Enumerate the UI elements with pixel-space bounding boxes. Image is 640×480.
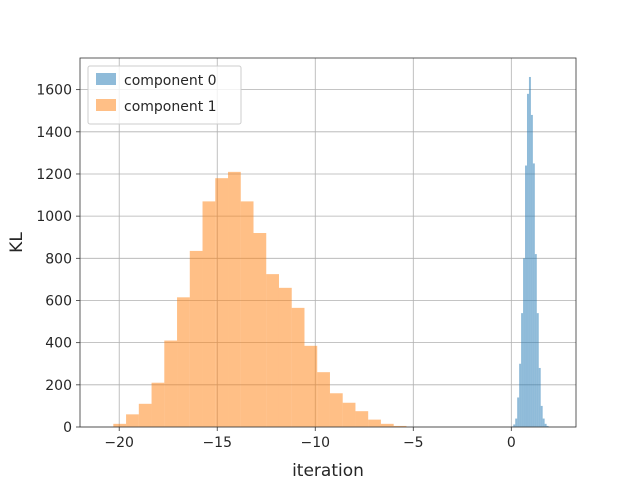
y-tick-label: 0 — [63, 420, 72, 436]
histogram-bar-component-1 — [266, 274, 279, 427]
histogram-bar-component-0 — [538, 367, 541, 427]
x-tick-label: 0 — [507, 435, 516, 451]
histogram-bar-component-1 — [164, 340, 178, 427]
histogram-bar-component-1 — [253, 233, 267, 427]
y-tick-label: 1400 — [36, 125, 72, 141]
legend-label-component-1: component 1 — [124, 99, 217, 115]
histogram-bar-component-1 — [329, 393, 343, 427]
histogram-bar-component-0 — [519, 363, 522, 427]
histogram-bar-component-1 — [393, 425, 407, 427]
y-tick-label: 600 — [45, 293, 72, 309]
histogram-bar-component-1 — [355, 411, 369, 427]
histogram-bar-component-1 — [177, 297, 190, 427]
axis-ticks: −20 −15 −10 −5 0 0 200 400 600 800 1000 1200 1400 160… — [36, 83, 515, 451]
histogram-bar-component-0 — [513, 424, 516, 427]
legend-box — [87, 65, 242, 125]
histogram-bar-component-1 — [138, 403, 152, 427]
histogram-bar-component-1 — [304, 345, 318, 427]
histogram-bar-component-0 — [546, 425, 549, 427]
histogram-bar-component-0 — [532, 163, 535, 427]
histogram-bar-component-1 — [189, 250, 203, 427]
histogram-bar-component-0 — [530, 114, 533, 427]
histogram-bar-component-1 — [380, 423, 394, 427]
histogram-bar-component-0 — [540, 405, 543, 427]
x-tick-label: −20 — [104, 435, 134, 451]
x-axis-label: iteration — [292, 461, 364, 480]
histogram-bar-component-1 — [202, 201, 216, 427]
histogram-bar-component-0 — [526, 93, 529, 428]
histogram-bar-component-1 — [113, 423, 127, 427]
x-tick-label: −5 — [403, 435, 424, 451]
histogram-bar-component-0 — [534, 254, 537, 427]
histogram-bar-component-0 — [525, 165, 527, 427]
histogram-bar-component-0 — [521, 313, 524, 427]
histogram-bar-component-1 — [215, 178, 229, 427]
x-tick-label: −15 — [202, 435, 232, 451]
histogram-bar-component-0 — [523, 258, 526, 427]
y-tick-label: 800 — [45, 251, 72, 267]
histogram-bar-component-0 — [542, 418, 545, 427]
y-tick-label: 1200 — [36, 167, 72, 183]
histogram-bar-component-1 — [342, 402, 356, 427]
histogram-bar-component-1 — [240, 201, 254, 427]
histogram-bar-component-1 — [151, 382, 165, 427]
histogram-bars — [113, 76, 549, 428]
histogram-bar-component-0 — [544, 423, 547, 427]
histogram-bar-component-0 — [536, 313, 539, 427]
y-tick-label: 1600 — [36, 83, 72, 99]
y-tick-label: 400 — [45, 336, 72, 352]
legend-swatch-component-0 — [96, 73, 116, 85]
y-tick-label: 1000 — [36, 209, 72, 225]
legend: component 0 component 1 — [87, 65, 242, 125]
legend-label-component-0: component 0 — [124, 73, 217, 89]
histogram-bar-component-1 — [228, 171, 241, 427]
legend-swatch-component-1 — [96, 99, 116, 111]
histogram-bar-component-0 — [528, 76, 531, 427]
histogram-bar-component-1 — [317, 372, 330, 427]
plot-frame — [79, 57, 577, 428]
histogram-bar-component-0 — [515, 418, 518, 427]
histogram-bar-component-1 — [126, 414, 139, 427]
histogram-bar-component-1 — [368, 419, 381, 427]
y-axis-label: KL — [7, 232, 27, 253]
x-tick-label: −10 — [300, 435, 330, 451]
grid-lines — [80, 58, 576, 428]
histogram-bar-component-1 — [291, 307, 305, 427]
y-tick-label: 200 — [45, 378, 72, 394]
histogram-bar-component-1 — [278, 287, 292, 427]
histogram-bar-component-0 — [517, 397, 520, 427]
